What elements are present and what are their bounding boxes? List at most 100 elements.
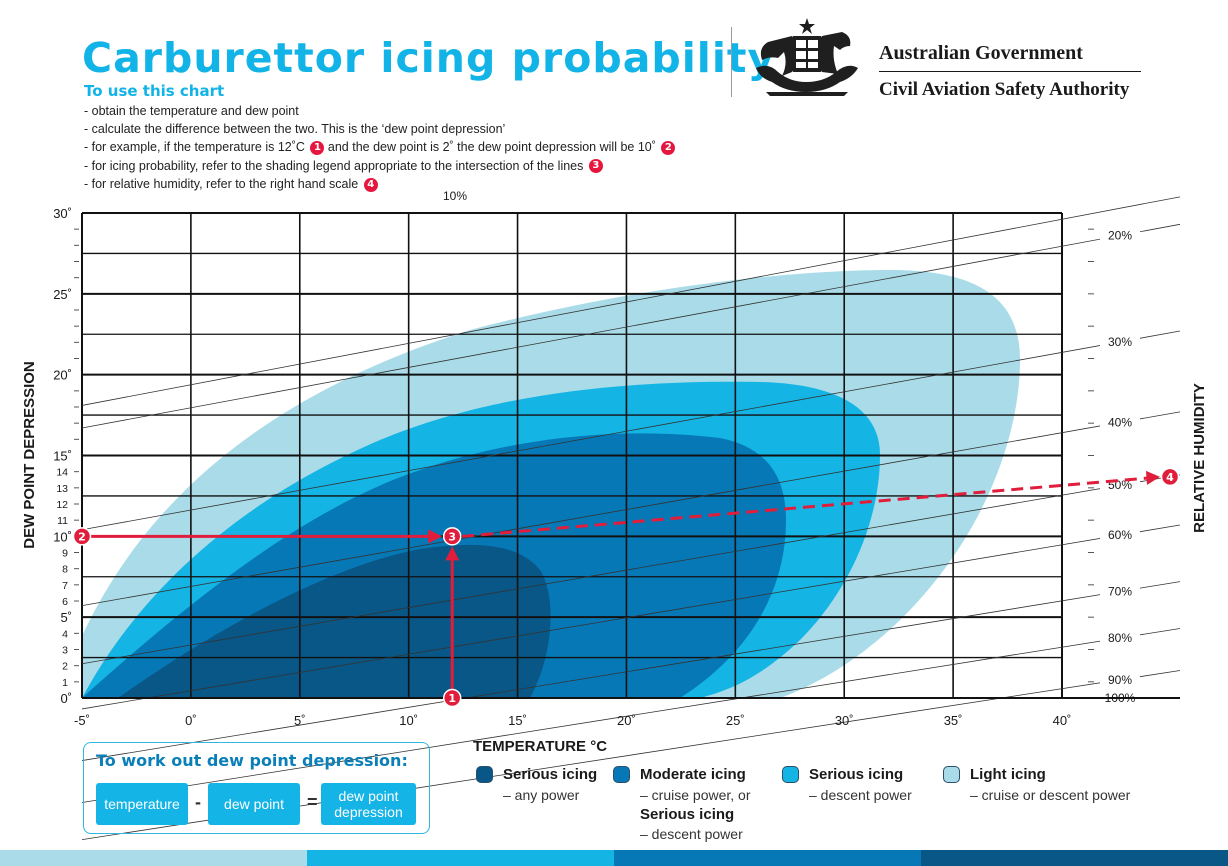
footer-stripe	[307, 850, 614, 866]
legend-sublabel-secondary: – descent power	[640, 826, 743, 842]
instruction-step: - obtain the temperature and dew point	[84, 104, 299, 118]
example-marker-3	[442, 527, 462, 546]
legend-sublabel: – descent power	[809, 787, 912, 803]
y-minor-tick-label: 14	[56, 467, 68, 479]
y-tick-label: 20˚	[53, 368, 72, 383]
example-marker-4	[1160, 467, 1180, 487]
y-minor-tick-label: 11	[57, 515, 68, 527]
instruction-step: - calculate the difference between the t…	[84, 122, 506, 137]
instruction-step: - for example, if the temperature is 12˚…	[84, 138, 676, 156]
y-tick-label: 30˚	[53, 206, 72, 221]
rh-line	[81, 196, 1181, 406]
example-marker-label: 2	[78, 530, 86, 543]
rh-line	[81, 628, 1181, 803]
y-tick-label: 0˚	[60, 691, 72, 706]
legend-swatch	[943, 766, 960, 783]
example-marker-label: 3	[448, 530, 456, 543]
x-tick-label: 40˚	[1053, 713, 1072, 728]
rh-line	[81, 524, 1181, 710]
y-minor-tick-label: 6	[62, 596, 68, 608]
y-minor-tick-label: 1	[62, 677, 68, 689]
dew-point-formula-box: To work out dew point depression: temper…	[83, 742, 430, 834]
x-tick-label: 5˚	[294, 713, 306, 728]
rh-line	[81, 411, 1181, 607]
y-axis-label: DEW POINT DEPRESSION	[21, 361, 38, 549]
legend-swatch	[782, 766, 799, 783]
y-minor-tick-label: 4	[62, 628, 68, 640]
instructions-heading: To use this chart	[84, 82, 225, 100]
rh-label: 30%	[1108, 335, 1132, 349]
rh-label-bg	[1100, 630, 1140, 646]
x-tick-label: 35˚	[944, 713, 963, 728]
footer-stripe	[614, 850, 921, 866]
rh-line	[81, 330, 1181, 531]
zone-serious-icing-any	[118, 544, 551, 698]
y-minor-tick-label: 13	[56, 483, 68, 495]
y-tick-label: 25˚	[53, 287, 72, 302]
x-axis-label: TEMPERATURE °C	[473, 738, 607, 755]
y-minor-tick-label: 7	[62, 580, 68, 592]
x-tick-label: 25˚	[726, 713, 745, 728]
example-arrow-humidity	[1146, 470, 1160, 485]
marker-badge-1: 1	[310, 141, 325, 156]
formula-minus: -	[195, 792, 201, 812]
formula-result: dew point depression	[321, 783, 416, 825]
x-tick-label: 15˚	[508, 713, 527, 728]
rh-label-bg	[435, 189, 475, 204]
page-title: Carburettor icing probability	[82, 34, 776, 82]
rh-label: 20%	[1108, 228, 1132, 242]
instruction-step: - for relative humidity, refer to the ri…	[84, 175, 675, 193]
example-marker-2	[72, 527, 92, 546]
example-lines: 1 2 3 4	[72, 467, 1180, 708]
x-tick-label: 20˚	[617, 713, 636, 728]
x-tick-label: 30˚	[835, 713, 854, 728]
example-arrow-right	[428, 529, 443, 544]
legend-label: Light icing	[970, 766, 1046, 783]
legend-sublabel: – any power	[503, 787, 580, 803]
legend-swatch	[476, 766, 493, 783]
footer-stripe	[921, 850, 1228, 866]
authority-name: Civil Aviation Safety Authority	[879, 79, 1130, 100]
y2-axis-label: RELATIVE HUMIDITY	[1191, 383, 1208, 533]
legend-label: Serious icing	[809, 766, 904, 783]
legend-label-secondary: Serious icing	[640, 806, 735, 823]
government-name: Australian Government	[879, 42, 1083, 64]
rh-label-bg	[1100, 334, 1140, 350]
y-minor-tick-label: 8	[62, 564, 68, 576]
formula-temperature: temperature	[96, 783, 188, 825]
marker-badge-3: 3	[588, 159, 603, 174]
legend-sublabel: – cruise power, or	[640, 787, 751, 803]
y-minor-tick-label: 9	[62, 548, 68, 560]
legend-label: Moderate icing	[640, 766, 746, 783]
coat-of-arms-icon	[756, 18, 858, 96]
rh-line	[81, 223, 1181, 429]
marker-badge-4: 4	[363, 177, 378, 192]
legend-sublabel: – cruise or descent power	[970, 787, 1131, 803]
formula-title: To work out dew point depression:	[96, 751, 408, 770]
rh-label-bg	[1100, 584, 1140, 600]
legend-label: Serious icing	[503, 766, 598, 783]
rh-label: 80%	[1108, 631, 1132, 645]
example-marker-label: 1	[448, 692, 456, 705]
rh-label: 10%	[443, 189, 467, 203]
rh-label: 60%	[1108, 528, 1132, 542]
rh-label-bg	[1100, 228, 1140, 244]
legend-swatch	[613, 766, 630, 783]
rh-label-bg	[1100, 528, 1140, 544]
x-tick-label: 10˚	[399, 713, 418, 728]
rh-label-bg	[1100, 415, 1140, 431]
marker-badge-2: 2	[661, 141, 676, 156]
rh-label: 70%	[1108, 584, 1132, 598]
example-marker-label: 4	[1166, 471, 1174, 484]
axis-ticks: -5˚ 0˚ 5˚ 10˚ 15˚ 20˚ 25˚ 30˚ 35˚ 40˚0˚5˚10˚15˚20…	[53, 206, 1094, 728]
example-marker-1	[442, 688, 462, 708]
x-tick-label: -5˚	[74, 713, 90, 728]
rh-line	[81, 474, 1181, 665]
y-tick-label: 10˚	[53, 529, 72, 544]
x-tick-label: 0˚	[185, 713, 197, 728]
formula-equals: =	[307, 792, 318, 812]
y-tick-label: 5˚	[60, 610, 72, 625]
example-humidity-line	[462, 476, 1151, 538]
instructions-list: - obtain the temperature and dew point -…	[84, 102, 676, 193]
